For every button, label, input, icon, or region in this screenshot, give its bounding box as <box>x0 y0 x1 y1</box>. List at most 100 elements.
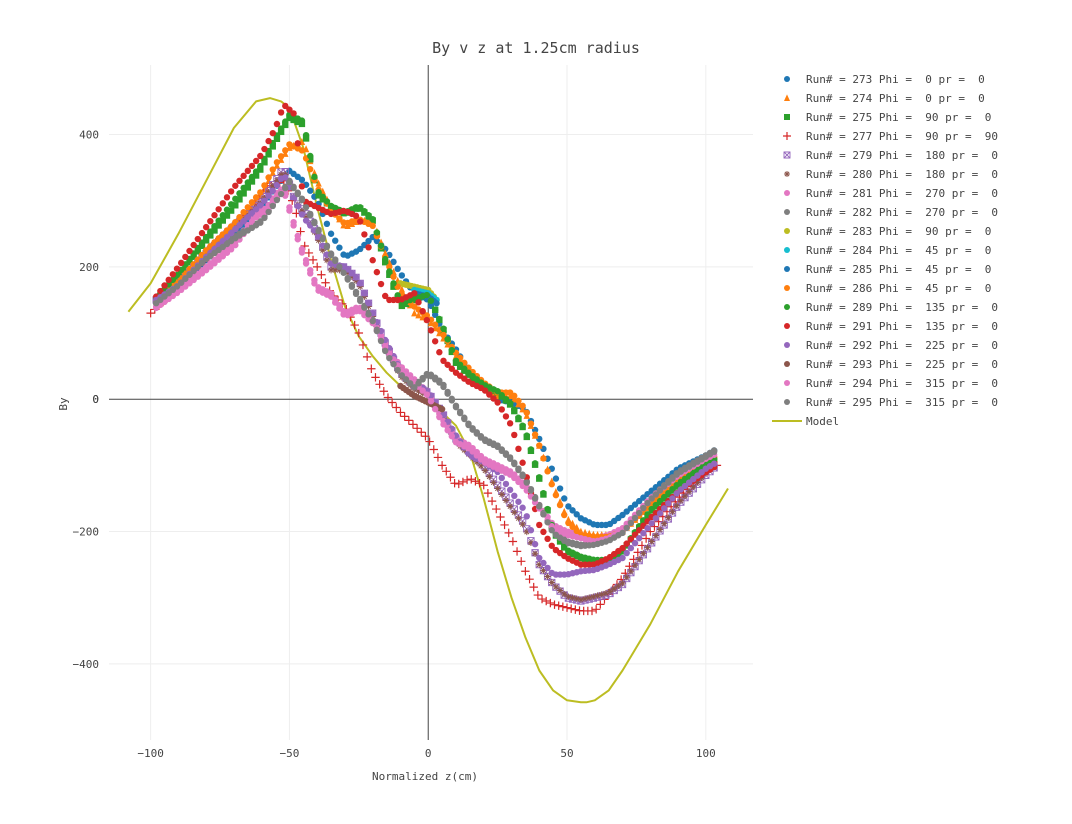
data-point <box>494 399 501 406</box>
data-point <box>232 225 239 233</box>
legend: Run# = 273 Phi = 0 pr = 0 Run# = 274 Phi … <box>772 73 998 428</box>
data-point <box>323 220 331 228</box>
data-point <box>512 547 522 556</box>
legend-item[interactable]: Run# = 289 Phi = 135 pr = 0 <box>784 301 998 314</box>
data-point <box>386 263 393 271</box>
data-point <box>571 605 580 614</box>
data-point <box>244 214 251 221</box>
data-point <box>269 182 276 190</box>
data-point <box>635 556 643 563</box>
data-point <box>373 327 381 335</box>
legend-item[interactable]: Run# = 291 Phi = 135 pr = 0 <box>784 320 998 333</box>
data-point <box>373 229 381 236</box>
data-point <box>427 297 435 304</box>
data-point <box>544 468 551 475</box>
data-point <box>269 129 276 137</box>
data-point <box>665 479 672 486</box>
legend-item[interactable]: Run# = 284 Phi = 45 pr = 0 <box>784 244 991 257</box>
legend-item[interactable]: Run# = 283 Phi = 90 pr = 0 <box>784 225 991 238</box>
legend-marker <box>784 228 790 234</box>
data-point <box>223 233 231 241</box>
legend-label: Run# = 292 Phi = 225 pr = 0 <box>806 339 998 352</box>
data-point <box>502 480 510 488</box>
data-point <box>515 414 522 421</box>
data-point <box>494 443 501 451</box>
legend-item[interactable]: Run# = 286 Phi = 45 pr = 0 <box>784 282 991 295</box>
data-point <box>440 383 447 391</box>
data-point <box>540 511 547 518</box>
legend-item[interactable]: Run# = 275 Phi = 90 pr = 0 <box>784 111 991 124</box>
legend-item[interactable]: Run# = 281 Phi = 270 pr = 0 <box>784 187 998 200</box>
data-point <box>527 487 535 494</box>
data-point <box>431 321 439 328</box>
data-point <box>294 190 301 198</box>
data-point <box>494 388 501 395</box>
data-point <box>561 590 568 598</box>
series-points <box>152 178 718 550</box>
legend-marker <box>784 94 790 101</box>
legend-label: Run# = 279 Phi = 180 pr = 0 <box>806 149 998 162</box>
legend-item[interactable]: Run# = 294 Phi = 315 pr = 0 <box>784 377 998 390</box>
data-point <box>240 172 247 180</box>
legend-label: Run# = 291 Phi = 135 pr = 0 <box>806 320 998 333</box>
data-point <box>257 219 264 226</box>
series-points <box>397 382 446 413</box>
data-point <box>232 182 239 189</box>
legend-label: Run# = 280 Phi = 180 pr = 0 <box>806 168 998 181</box>
legend-marker <box>784 304 790 310</box>
data-point <box>417 428 426 437</box>
legend-item[interactable]: Run# = 279 Phi = 180 pr = 0 <box>783 149 998 162</box>
legend-item[interactable]: Run# = 293 Phi = 225 pr = 0 <box>784 358 998 371</box>
legend-item[interactable]: Run# = 295 Phi = 315 pr = 0 <box>784 396 998 409</box>
legend-item[interactable]: Run# = 274 Phi = 0 pr = 0 <box>784 92 985 105</box>
data-point <box>573 595 580 602</box>
data-point <box>566 604 576 613</box>
data-point <box>361 293 368 300</box>
data-point <box>365 212 372 219</box>
legend-item[interactable]: Model <box>772 415 839 428</box>
data-point <box>381 292 389 300</box>
data-point <box>517 557 526 566</box>
data-point <box>648 520 655 527</box>
legend-item[interactable]: Run# = 280 Phi = 180 pr = 0 <box>784 168 998 181</box>
data-point <box>656 526 664 533</box>
data-point <box>277 153 285 160</box>
data-point <box>362 352 372 362</box>
data-point <box>536 554 543 562</box>
data-point <box>531 460 539 467</box>
data-points <box>146 102 722 616</box>
legend-item[interactable]: Run# = 292 Phi = 225 pr = 0 <box>784 339 998 352</box>
data-point <box>644 499 651 507</box>
data-point <box>252 194 260 201</box>
data-point <box>631 539 639 547</box>
data-point <box>336 305 343 312</box>
data-point <box>540 567 547 574</box>
legend-item[interactable]: Run# = 282 Phi = 270 pr = 0 <box>784 206 998 219</box>
legend-item[interactable]: Run# = 277 Phi = 90 pr = 90 <box>783 130 998 143</box>
legend-marker <box>784 361 790 367</box>
data-point <box>665 500 672 507</box>
data-point <box>471 477 480 486</box>
data-point <box>390 273 397 280</box>
data-point <box>315 227 322 235</box>
data-point <box>257 162 264 170</box>
data-point <box>590 593 597 600</box>
data-point <box>587 606 597 616</box>
data-point <box>348 270 356 277</box>
legend-item[interactable]: Run# = 273 Phi = 0 pr = 0 <box>784 73 985 86</box>
grid <box>109 65 753 740</box>
data-point <box>186 271 193 278</box>
data-point <box>448 365 456 372</box>
data-point <box>669 508 676 515</box>
data-point <box>669 475 676 482</box>
data-point <box>494 485 501 492</box>
data-point <box>537 594 547 604</box>
data-point <box>321 278 330 287</box>
legend-item[interactable]: Run# = 285 Phi = 45 pr = 0 <box>784 263 991 276</box>
data-point <box>273 177 281 184</box>
data-point <box>223 212 231 219</box>
data-point <box>336 215 343 222</box>
data-point <box>596 600 605 609</box>
data-point <box>710 448 718 456</box>
